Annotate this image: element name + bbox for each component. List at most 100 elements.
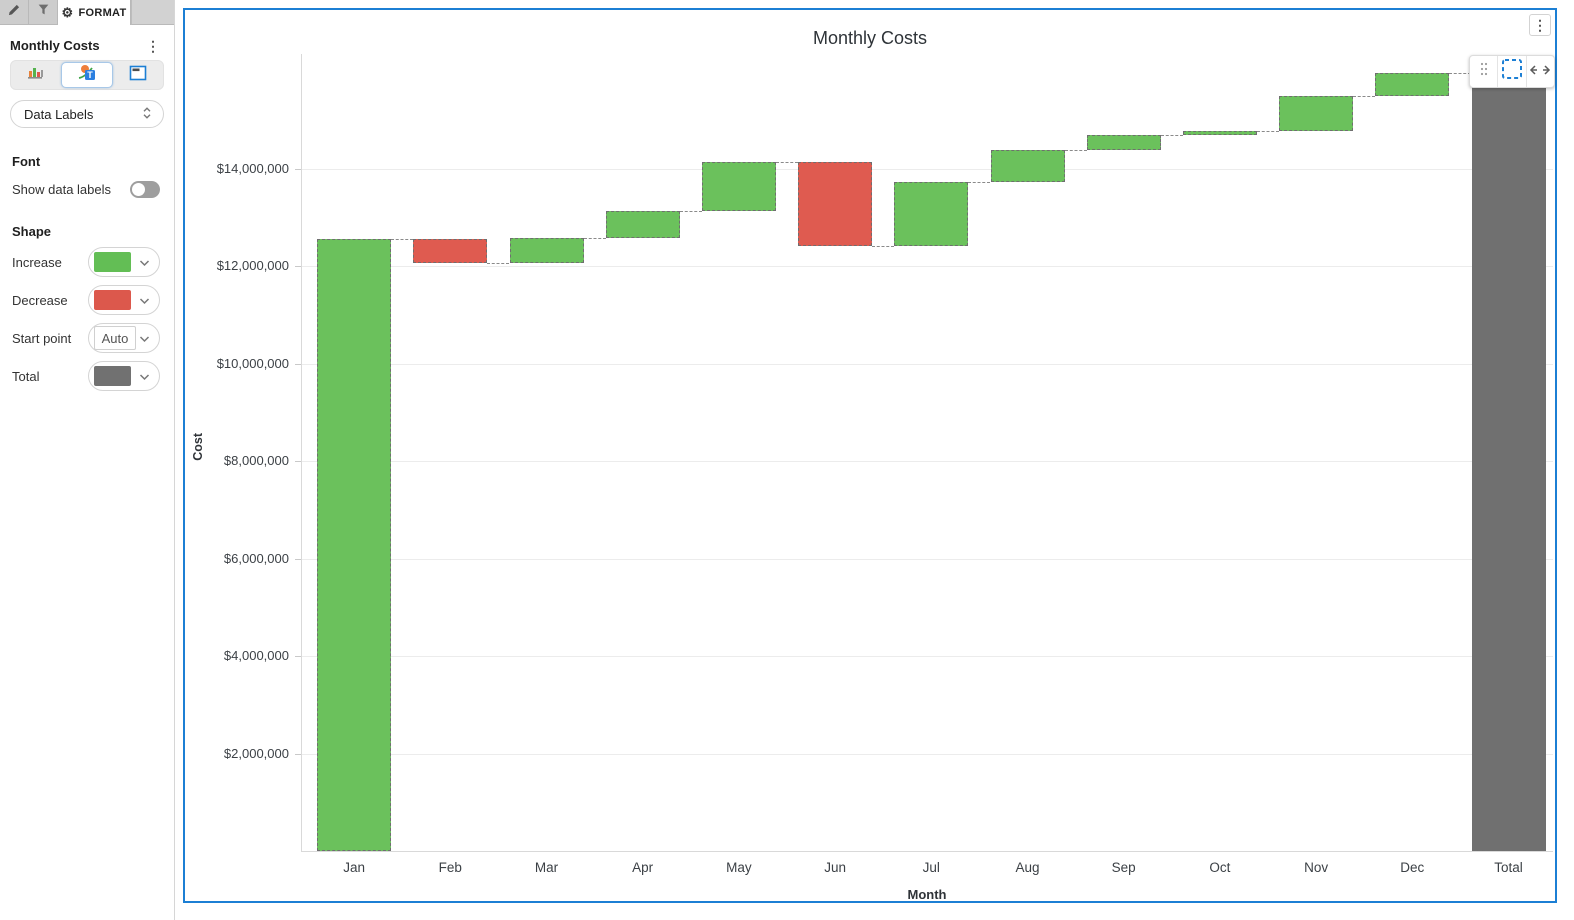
show-data-labels-label: Show data labels bbox=[12, 182, 112, 197]
tab-filter[interactable] bbox=[29, 0, 58, 25]
decrease-color-dropdown[interactable] bbox=[88, 285, 160, 315]
chevron-down-icon bbox=[139, 331, 150, 346]
chart-title: Monthly Costs bbox=[812, 28, 928, 48]
y-tick-mark bbox=[295, 363, 301, 365]
drag-handle-button[interactable] bbox=[1470, 56, 1499, 87]
waterfall-bar-apr[interactable] bbox=[605, 211, 680, 239]
shape-section-heading: Shape bbox=[12, 224, 52, 239]
tab-format-label: FORMAT bbox=[78, 6, 127, 19]
x-tick-label: Jul bbox=[922, 860, 940, 875]
waterfall-bar-may[interactable] bbox=[701, 162, 776, 212]
format-section-value: Data Labels bbox=[24, 106, 94, 122]
y-tick-mark bbox=[295, 656, 301, 657]
waterfall-connector bbox=[968, 182, 991, 184]
y-tick-mark bbox=[295, 753, 301, 755]
resize-horizontal-icon bbox=[1529, 63, 1551, 81]
tab-edit[interactable] bbox=[0, 0, 29, 25]
waterfall-connector bbox=[391, 239, 414, 241]
x-tick-label: Apr bbox=[632, 860, 654, 875]
x-tick-label: Aug bbox=[1015, 860, 1040, 875]
svg-text:T: T bbox=[87, 70, 93, 80]
waterfall-bar-sep[interactable] bbox=[1086, 135, 1161, 150]
y-tick-mark bbox=[295, 266, 301, 268]
x-tick-label: Total bbox=[1494, 860, 1523, 875]
panel-title: Monthly Costs bbox=[10, 38, 100, 53]
chevron-down-icon bbox=[139, 369, 150, 384]
waterfall-connector bbox=[1256, 130, 1280, 132]
waterfall-bar-mar[interactable] bbox=[509, 238, 584, 263]
x-axis-line bbox=[301, 851, 1553, 852]
y-tick-mark bbox=[295, 168, 301, 170]
start-point-value: Auto bbox=[94, 326, 136, 350]
increase-label: Increase bbox=[12, 254, 62, 270]
conditional-format-button[interactable]: T bbox=[61, 62, 113, 88]
drag-handle-icon bbox=[1479, 61, 1489, 82]
x-tick-label: May bbox=[726, 860, 752, 875]
y-tick-label: $2,000,000 bbox=[223, 745, 289, 761]
waterfall-connector bbox=[1064, 149, 1087, 151]
visual-menu-button[interactable]: ⋮ bbox=[1529, 14, 1551, 36]
y-axis-line bbox=[301, 54, 302, 851]
total-color-dropdown[interactable] bbox=[88, 361, 160, 391]
y-tick-label: $10,000,000 bbox=[216, 355, 289, 371]
gridline bbox=[301, 461, 1553, 463]
x-tick-label: Nov bbox=[1304, 860, 1329, 875]
spinner-chevrons-icon bbox=[141, 106, 153, 123]
visual-card[interactable]: Monthly Costs ⋮ $2,000,000 $4,000,000 $6,0… bbox=[183, 8, 1557, 903]
increase-color-dropdown[interactable] bbox=[88, 247, 160, 277]
font-section-heading: Font bbox=[12, 154, 41, 169]
frame-format-button[interactable] bbox=[114, 61, 163, 89]
tab-format[interactable]: ⚙ FORMAT bbox=[58, 0, 131, 25]
conditional-format-icon: T bbox=[77, 64, 97, 87]
gridline bbox=[301, 656, 1553, 657]
mini-bar-chart-icon bbox=[26, 64, 45, 86]
waterfall-bar-dec[interactable] bbox=[1375, 72, 1450, 97]
gridline bbox=[301, 363, 1553, 365]
waterfall-connector bbox=[1353, 96, 1376, 98]
decrease-color-swatch bbox=[94, 290, 131, 310]
x-tick-label: Jan bbox=[343, 860, 365, 875]
gridline bbox=[301, 168, 1553, 170]
show-data-labels-toggle[interactable] bbox=[130, 181, 160, 198]
waterfall-bar-feb[interactable] bbox=[413, 239, 488, 263]
waterfall-bar-oct[interactable] bbox=[1182, 130, 1257, 136]
format-section-select[interactable]: Data Labels bbox=[10, 100, 164, 128]
selection-box-icon bbox=[1501, 58, 1523, 85]
gridline bbox=[301, 266, 1553, 268]
chevron-down-icon bbox=[139, 255, 150, 270]
frame-icon bbox=[129, 65, 147, 86]
x-tick-label: Sep bbox=[1111, 860, 1136, 875]
visual-format-button[interactable] bbox=[11, 61, 60, 89]
panel-menu-kebab-icon[interactable]: ⋮ bbox=[146, 37, 160, 54]
waterfall-bar-jul[interactable] bbox=[894, 182, 969, 246]
waterfall-bar-jun[interactable] bbox=[798, 162, 873, 246]
waterfall-bar-total[interactable] bbox=[1471, 72, 1546, 851]
waterfall-bar-jan[interactable] bbox=[317, 239, 392, 851]
y-tick-label: $4,000,000 bbox=[223, 648, 289, 663]
waterfall-connector bbox=[583, 238, 606, 240]
tabbar-filler bbox=[131, 0, 174, 25]
y-tick-label: $14,000,000 bbox=[216, 160, 289, 176]
waterfall-bar-aug[interactable] bbox=[990, 149, 1065, 183]
waterfall-connector bbox=[679, 211, 702, 213]
visual-toolbar bbox=[1469, 55, 1555, 88]
increase-color-swatch bbox=[94, 252, 131, 272]
total-label: Total bbox=[12, 368, 40, 384]
start-point-dropdown[interactable]: Auto bbox=[88, 323, 160, 353]
format-mode-switch: T bbox=[10, 60, 164, 90]
select-region-button[interactable] bbox=[1498, 56, 1527, 87]
total-color-swatch bbox=[94, 366, 131, 386]
x-tick-label: Dec bbox=[1400, 860, 1425, 875]
y-tick-mark bbox=[295, 558, 301, 560]
gear-icon: ⚙ bbox=[61, 5, 74, 20]
chart-plot: $2,000,000 $4,000,000 $6,000,000 $8,000,000… bbox=[185, 10, 1555, 902]
waterfall-connector bbox=[1160, 135, 1183, 137]
waterfall-connector bbox=[872, 245, 895, 247]
waterfall-bar-nov[interactable] bbox=[1279, 96, 1354, 131]
waterfall-connector bbox=[1449, 72, 1472, 74]
x-tick-label: Jun bbox=[824, 860, 846, 875]
sidebar-tabbar: ⚙ FORMAT bbox=[0, 0, 174, 25]
resize-horizontal-button[interactable] bbox=[1527, 56, 1554, 87]
waterfall-connector bbox=[487, 262, 510, 264]
kebab-menu-icon: ⋮ bbox=[1533, 17, 1547, 33]
